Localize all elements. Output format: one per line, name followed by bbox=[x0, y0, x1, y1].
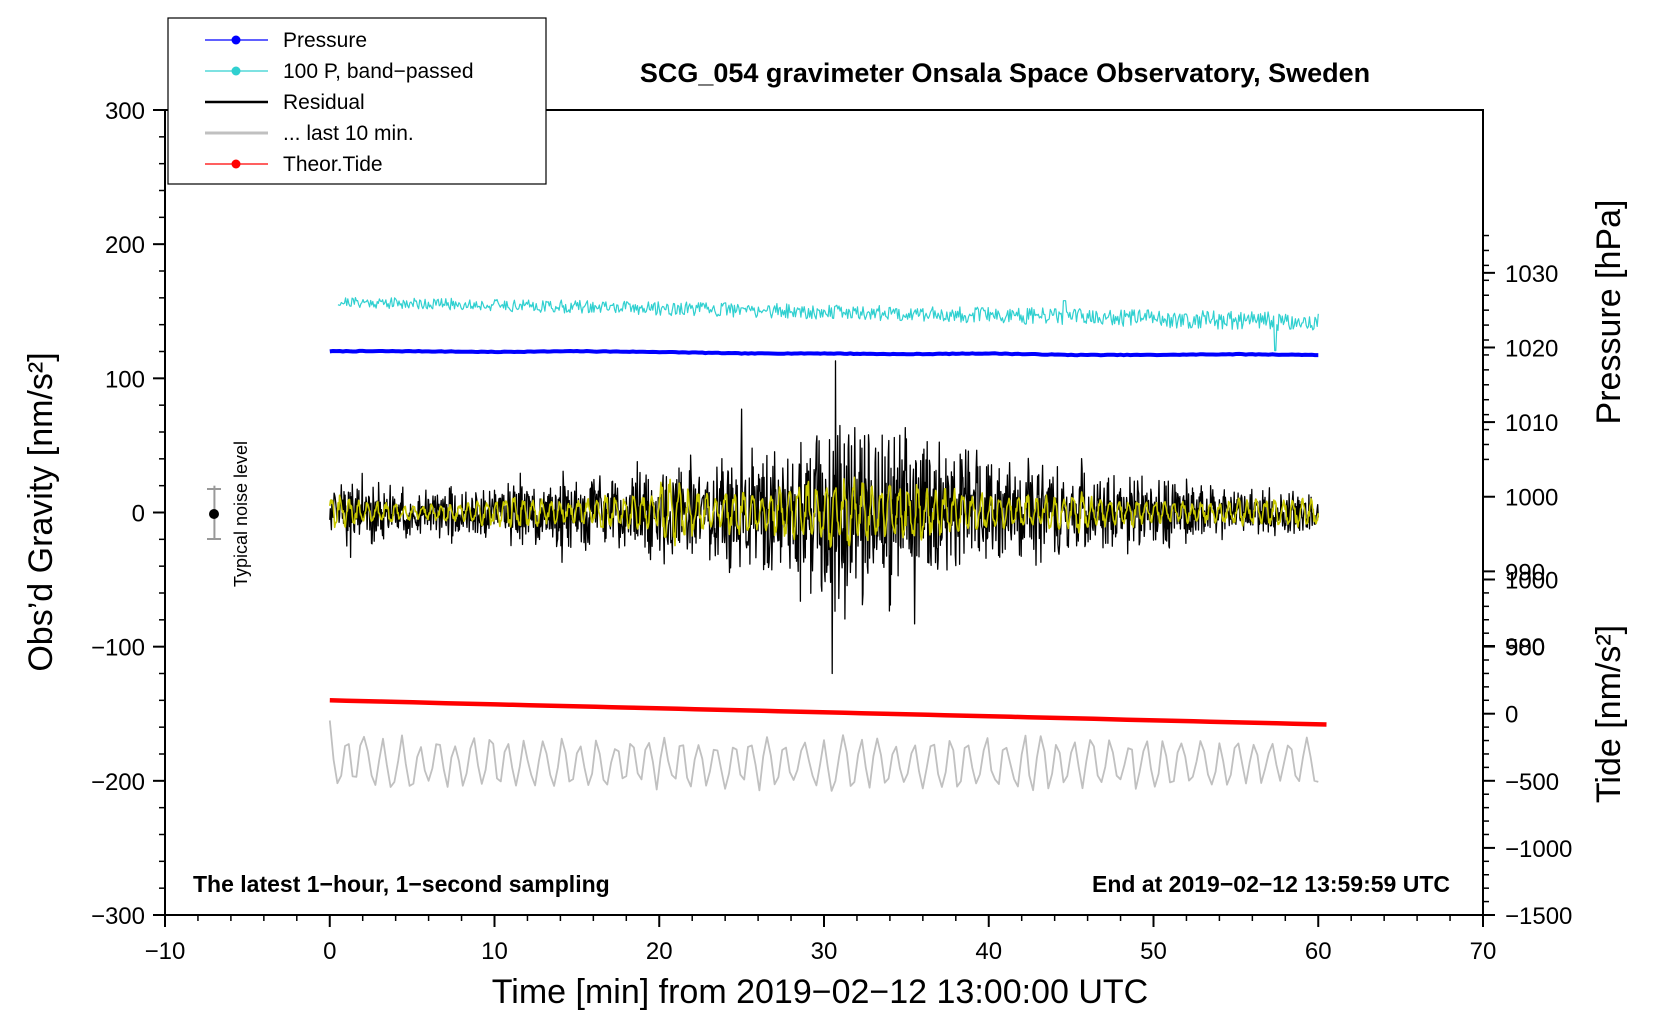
pressure-tick-label: 980 bbox=[1505, 634, 1545, 661]
y-tick-label: 300 bbox=[105, 98, 145, 125]
legend-marker bbox=[231, 66, 241, 76]
y-tick-label: 0 bbox=[132, 501, 145, 528]
ticks-layer: −10 0 10 20 30 40 50 60 703002001000−100−200−300… bbox=[91, 98, 1572, 965]
legend-label: Theor.Tide bbox=[283, 153, 383, 176]
y-tick-label: 200 bbox=[105, 232, 145, 259]
x-tick-label: 60 bbox=[1305, 938, 1332, 965]
legend-label: ... last 10 min. bbox=[283, 122, 414, 145]
x-tick-label: 50 bbox=[1140, 938, 1167, 965]
tide-tick-label: −1000 bbox=[1505, 836, 1572, 863]
noise-level-label: Typical noise level bbox=[231, 441, 251, 587]
x-tick-label: 70 bbox=[1470, 938, 1497, 965]
pressure-axis-label: Pressure [hPa] bbox=[1590, 200, 1628, 425]
tide-tick-label: 500 bbox=[1505, 635, 1545, 662]
legend-label: Pressure bbox=[283, 29, 367, 52]
tide-axis-label: Tide [nm/s²] bbox=[1590, 625, 1628, 803]
series-pressure-line bbox=[329, 348, 1319, 358]
legend-label: Residual bbox=[283, 91, 365, 114]
tide-tick-label: 0 bbox=[1505, 702, 1518, 729]
x-axis-label: Time [min] from 2019−02−12 13:00:00 UTC bbox=[492, 973, 1148, 1011]
pressure-tick-label: 1000 bbox=[1505, 485, 1558, 512]
series-band-passed-pressure-line bbox=[337, 297, 1319, 352]
tide-tick-label: −1500 bbox=[1505, 903, 1572, 930]
x-tick-label: 0 bbox=[323, 938, 336, 965]
series-last-10-min-line bbox=[328, 720, 1319, 792]
y-tick-label: −100 bbox=[91, 635, 145, 662]
legend-marker bbox=[231, 35, 241, 45]
annotation-sampling: The latest 1−hour, 1−second sampling bbox=[193, 871, 610, 897]
x-tick-label: −10 bbox=[145, 938, 186, 965]
series-theoretical-tide-line bbox=[329, 698, 1327, 727]
x-tick-label: 40 bbox=[975, 938, 1002, 965]
legend: Pressure 100 P, band−passed Residual ... la… bbox=[167, 17, 547, 185]
y-tick-label: −300 bbox=[91, 903, 145, 930]
chart-title: SCG_054 gravimeter Onsala Space Observat… bbox=[640, 58, 1370, 88]
legend-label: 100 P, band−passed bbox=[283, 60, 474, 83]
series-filtered-residual-line bbox=[329, 476, 1320, 548]
x-tick-label: 20 bbox=[646, 938, 673, 965]
tide-tick-label: −500 bbox=[1505, 769, 1559, 796]
noise-level-indicator: Typical noise level bbox=[207, 441, 251, 587]
legend-marker bbox=[231, 159, 241, 169]
x-tick-label: 10 bbox=[481, 938, 508, 965]
tide-tick-label: 1000 bbox=[1505, 568, 1558, 595]
annotation-end-time: End at 2019−02−12 13:59:59 UTC bbox=[1092, 871, 1450, 897]
pressure-tick-label: 1030 bbox=[1505, 261, 1558, 288]
y-tick-label: −200 bbox=[91, 769, 145, 796]
x-tick-label: 30 bbox=[811, 938, 838, 965]
pressure-tick-label: 1010 bbox=[1505, 410, 1558, 437]
y-axis-label: Obs’d Gravity [nm/s²] bbox=[22, 352, 60, 671]
pressure-tick-label: 990 bbox=[1505, 559, 1545, 586]
pressure-tick-label: 1020 bbox=[1505, 335, 1558, 362]
y-tick-label: 100 bbox=[105, 366, 145, 393]
series-layer bbox=[328, 297, 1327, 792]
noise-marker bbox=[209, 509, 219, 519]
